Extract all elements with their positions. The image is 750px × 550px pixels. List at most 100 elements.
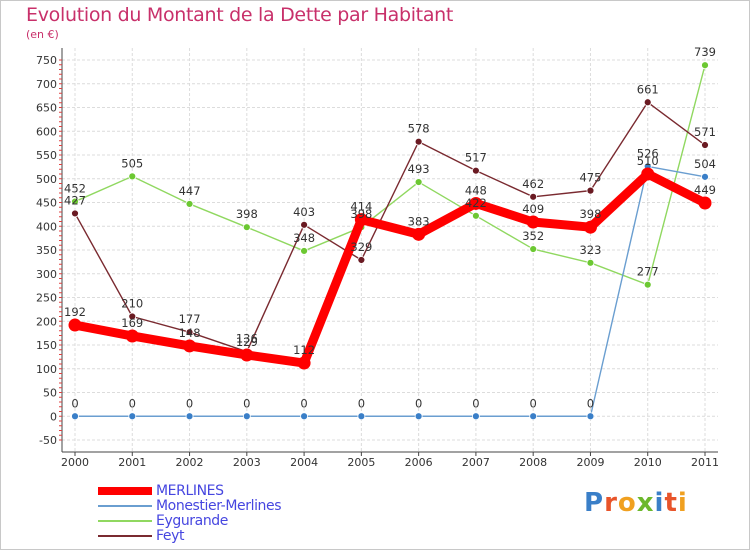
y-tick-label: 600 <box>36 125 57 138</box>
legend-label: Feyt <box>156 528 185 544</box>
data-point <box>128 412 137 421</box>
y-tick-label: 50 <box>43 387 57 400</box>
data-point <box>529 412 538 421</box>
data-point <box>472 412 480 421</box>
data-point <box>128 172 137 181</box>
data-point <box>586 186 595 195</box>
data-label: 148 <box>179 326 201 340</box>
data-label: 136 <box>236 332 258 346</box>
y-tick-label: 150 <box>36 339 57 352</box>
logo-letter: i <box>654 488 665 518</box>
legend-label: Eygurande <box>156 513 228 529</box>
x-tick-label: 2007 <box>462 456 490 469</box>
data-point <box>71 209 79 218</box>
data-label: 571 <box>694 125 716 139</box>
data-label: 192 <box>64 305 86 319</box>
y-tick-label: 700 <box>36 78 57 91</box>
data-point <box>357 256 366 264</box>
data-label: 0 <box>587 396 594 410</box>
legend-swatch <box>98 520 152 522</box>
data-label: 0 <box>129 396 136 410</box>
data-label: 0 <box>243 396 250 410</box>
data-point <box>583 220 597 234</box>
x-tick-label: 2008 <box>519 456 547 469</box>
y-tick-label: 650 <box>36 102 57 115</box>
grid-lines <box>62 48 718 452</box>
data-label: 0 <box>186 396 193 410</box>
data-point <box>185 412 194 421</box>
legend-swatch <box>98 535 152 537</box>
data-label: 169 <box>121 316 143 330</box>
logo-letter: x <box>636 488 655 518</box>
data-label: 517 <box>465 151 487 165</box>
data-point <box>183 339 197 353</box>
y-tick-label: 200 <box>36 315 57 328</box>
data-point <box>297 356 311 370</box>
data-point <box>128 312 137 321</box>
series-line <box>74 165 706 417</box>
data-labels: 192 169 148 129 112 414 383 448 409 398 510 449 0 0 0 0… <box>64 45 716 410</box>
y-tick-label: 300 <box>36 268 57 281</box>
data-label: 177 <box>179 312 201 326</box>
data-label: 447 <box>179 184 201 198</box>
data-label: 329 <box>350 240 372 254</box>
data-point <box>357 412 366 421</box>
data-label: 0 <box>71 396 78 410</box>
data-label: 661 <box>637 82 659 96</box>
data-point <box>300 412 308 421</box>
y-tick-label: 750 <box>36 54 57 67</box>
data-point <box>242 412 251 421</box>
data-label: 475 <box>579 171 601 185</box>
data-point <box>586 412 595 421</box>
data-point <box>412 227 426 241</box>
data-point <box>185 328 194 337</box>
data-point <box>354 213 368 227</box>
series-line <box>70 169 710 368</box>
data-label: 409 <box>522 202 544 216</box>
data-point <box>414 178 423 186</box>
data-label: 526 <box>637 146 659 160</box>
y-tick-label: 450 <box>36 197 57 210</box>
data-point <box>698 196 712 210</box>
data-point <box>701 172 709 181</box>
data-point <box>526 215 540 229</box>
y-tick-label: 250 <box>36 292 57 305</box>
y-tick-label: 0 <box>50 410 57 423</box>
data-point <box>472 211 480 220</box>
data-label: 452 <box>64 182 86 196</box>
data-point <box>641 167 655 181</box>
data-point <box>701 61 709 70</box>
data-label: 398 <box>236 207 258 221</box>
data-label: 0 <box>415 396 422 410</box>
y-tick-label: 500 <box>36 173 57 186</box>
x-tick-label: 2009 <box>576 456 604 469</box>
data-point <box>242 223 251 232</box>
data-label: 383 <box>408 214 430 228</box>
series-merlines <box>68 167 712 370</box>
y-tick-label: 350 <box>36 244 57 257</box>
logo-letter: t <box>664 488 678 518</box>
data-label: 348 <box>293 231 315 245</box>
data-label: 505 <box>121 156 143 170</box>
data-point <box>529 245 538 253</box>
data-point <box>71 197 79 206</box>
data-point <box>300 220 308 229</box>
data-label: 352 <box>522 229 544 243</box>
data-point <box>71 412 79 421</box>
logo-letter: P <box>584 488 605 518</box>
data-label: 414 <box>350 200 372 214</box>
data-point <box>414 137 423 146</box>
data-label: 210 <box>121 297 143 311</box>
y-tick-label: 400 <box>36 220 57 233</box>
legend-swatch <box>98 487 152 495</box>
data-point <box>300 247 308 255</box>
x-tick-label: 2010 <box>634 456 662 469</box>
data-point <box>240 348 254 362</box>
data-label: 398 <box>350 207 372 221</box>
data-label: 323 <box>579 243 601 257</box>
data-point <box>643 280 652 289</box>
x-tick-label: 2003 <box>233 456 261 469</box>
data-point <box>529 192 538 201</box>
proxiti-logo: Proxiti <box>584 488 688 518</box>
